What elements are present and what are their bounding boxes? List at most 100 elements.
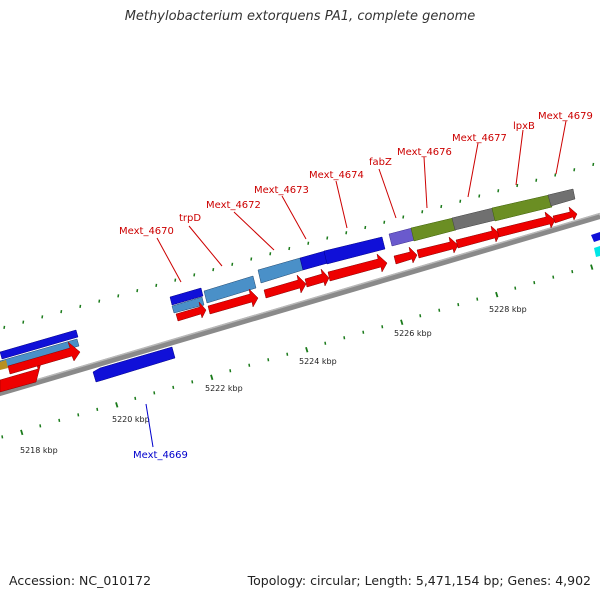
cds-arrow[interactable] <box>455 225 501 249</box>
major-tick <box>20 429 24 436</box>
minor-tick <box>476 297 479 301</box>
major-tick <box>400 319 404 325</box>
minor-tick <box>22 320 25 324</box>
reverse-gene-blocks <box>92 232 600 383</box>
cds-arrow[interactable] <box>552 206 578 224</box>
gene-label[interactable]: Mext_4670 <box>119 226 174 237</box>
gene-block[interactable] <box>323 236 386 265</box>
gene-labels: Mext_4669 Mext_4670 trpD Mext_4672 Mext_… <box>119 111 593 461</box>
minor-tick <box>440 204 443 209</box>
gene-label[interactable]: Mext_4677 <box>452 133 507 144</box>
minor-tick <box>421 210 424 214</box>
cds-arrow[interactable] <box>327 253 388 282</box>
gene-block-mext-4669[interactable] <box>92 346 176 383</box>
genome-summary-text: Topology: circular; Length: 5,471,154 bp… <box>247 573 591 588</box>
minor-tick <box>307 241 310 245</box>
minor-tick <box>571 269 574 274</box>
minor-tick <box>172 385 175 389</box>
minor-tick <box>98 299 101 303</box>
minor-tick <box>324 341 327 345</box>
minor-tick-rows <box>1 162 595 439</box>
minor-tick <box>153 391 156 395</box>
gene-label[interactable]: Mext_4672 <box>206 200 261 211</box>
minor-tick <box>552 275 555 279</box>
minor-tick <box>60 310 63 314</box>
major-tick <box>305 347 309 353</box>
rna-block[interactable] <box>594 246 600 257</box>
minor-tick <box>1 435 4 439</box>
minor-tick <box>459 199 462 203</box>
scale-label: 5220 kbp <box>112 415 150 424</box>
minor-tick <box>193 273 196 277</box>
cds-arrows <box>0 206 578 393</box>
minor-tick <box>79 304 82 308</box>
minor-tick <box>77 413 80 417</box>
scale-label: 5228 kbp <box>489 305 527 314</box>
minor-tick <box>381 325 384 329</box>
minor-tick <box>231 262 234 266</box>
gene-block[interactable] <box>257 257 304 284</box>
gene-block[interactable] <box>388 227 416 247</box>
gene-label[interactable]: trpD <box>179 213 201 224</box>
gene-block[interactable] <box>451 207 497 231</box>
gene-block[interactable] <box>171 296 205 314</box>
minor-tick <box>345 231 348 235</box>
minor-tick <box>155 283 158 287</box>
genome-backbone <box>0 212 600 397</box>
minor-tick <box>533 281 536 285</box>
gene-block[interactable] <box>491 194 553 222</box>
gene-block[interactable] <box>299 250 329 271</box>
minor-tick <box>58 418 61 423</box>
minor-tick <box>288 246 291 251</box>
cds-arrow[interactable] <box>263 274 307 299</box>
minor-tick <box>286 352 289 356</box>
minor-tick <box>117 294 120 298</box>
gene-label[interactable]: Mext_4676 <box>397 147 452 158</box>
minor-tick <box>191 380 194 384</box>
minor-tick <box>41 315 44 319</box>
cds-arrow[interactable] <box>393 246 418 265</box>
gene-label[interactable]: Mext_4669 <box>133 450 188 461</box>
gene-label[interactable]: lpxB <box>513 121 535 132</box>
gene-label[interactable]: fabZ <box>369 157 392 168</box>
gene-label[interactable]: Mext_4679 <box>538 111 593 122</box>
gene-label[interactable]: Mext_4674 <box>309 170 364 181</box>
minor-tick <box>267 358 270 362</box>
minor-tick <box>592 162 595 167</box>
accession-text: Accession: NC_010172 <box>9 573 152 588</box>
minor-tick <box>402 215 405 219</box>
cds-arrow[interactable] <box>416 236 459 259</box>
minor-tick <box>269 252 272 256</box>
cds-arrow[interactable] <box>304 268 330 288</box>
genome-title: Methylobacterium extorquens PA1, complet… <box>124 9 476 24</box>
scale-label: 5226 kbp <box>394 329 432 338</box>
cds-arrow[interactable] <box>7 341 81 375</box>
minor-tick <box>383 220 386 224</box>
scale-label: 5224 kbp <box>299 357 337 366</box>
minor-tick <box>554 173 557 177</box>
minor-tick <box>96 407 99 411</box>
gene-block[interactable] <box>169 287 204 306</box>
scale-label: 5222 kbp <box>205 384 243 393</box>
gene-block[interactable] <box>591 232 600 242</box>
minor-tick <box>438 308 441 312</box>
minor-tick <box>326 236 329 240</box>
gene-block[interactable] <box>0 360 8 370</box>
gene-block[interactable] <box>0 329 79 360</box>
gene-label[interactable]: Mext_4673 <box>254 185 309 196</box>
minor-tick <box>39 424 42 428</box>
gene-block[interactable] <box>203 275 257 304</box>
major-tick <box>115 402 119 408</box>
cds-arrow[interactable] <box>207 288 259 315</box>
forward-gene-blocks <box>0 188 576 370</box>
minor-tick <box>419 314 422 318</box>
minor-tick <box>457 303 460 307</box>
scale-label: 5218 kbp <box>20 446 58 455</box>
gene-block[interactable] <box>547 188 576 207</box>
cds-arrow[interactable] <box>175 301 207 322</box>
minor-tick <box>364 225 367 230</box>
cds-arrow[interactable] <box>496 211 556 238</box>
minor-tick <box>535 178 538 182</box>
